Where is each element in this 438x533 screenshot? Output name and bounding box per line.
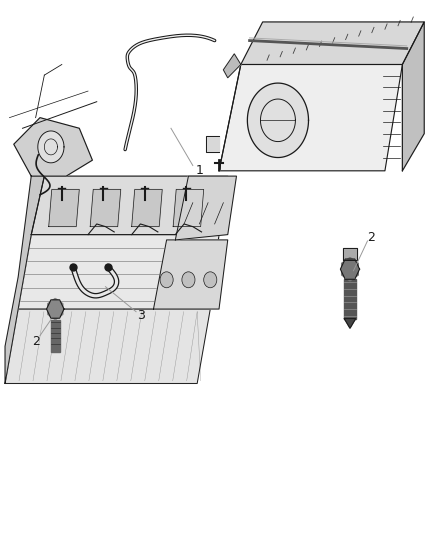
Polygon shape — [173, 189, 204, 227]
Polygon shape — [241, 22, 424, 64]
Polygon shape — [5, 309, 210, 383]
Polygon shape — [55, 304, 63, 314]
Text: 2: 2 — [367, 231, 375, 244]
Polygon shape — [153, 240, 228, 309]
Polygon shape — [350, 269, 358, 281]
Polygon shape — [403, 22, 424, 171]
Polygon shape — [48, 309, 55, 320]
Polygon shape — [18, 235, 219, 309]
Polygon shape — [350, 263, 358, 275]
Polygon shape — [343, 248, 357, 260]
Polygon shape — [342, 263, 350, 275]
Polygon shape — [48, 298, 55, 309]
Text: 3: 3 — [138, 309, 145, 322]
Text: 1: 1 — [195, 164, 203, 177]
Polygon shape — [38, 131, 64, 163]
Polygon shape — [55, 298, 63, 309]
Polygon shape — [206, 136, 219, 152]
Polygon shape — [342, 257, 350, 269]
Polygon shape — [14, 118, 92, 176]
Polygon shape — [51, 320, 60, 352]
Circle shape — [204, 272, 217, 288]
Polygon shape — [31, 176, 228, 235]
Polygon shape — [49, 189, 79, 227]
Polygon shape — [247, 83, 308, 158]
Circle shape — [182, 272, 195, 288]
Text: 2: 2 — [32, 335, 39, 349]
Polygon shape — [175, 176, 237, 240]
Polygon shape — [219, 64, 403, 171]
Polygon shape — [350, 257, 358, 269]
Polygon shape — [342, 269, 350, 281]
Polygon shape — [344, 279, 356, 319]
Polygon shape — [55, 309, 63, 320]
Polygon shape — [344, 319, 356, 328]
Polygon shape — [5, 176, 44, 383]
Polygon shape — [132, 189, 162, 227]
Polygon shape — [223, 54, 241, 78]
Circle shape — [160, 272, 173, 288]
Polygon shape — [48, 304, 55, 314]
Polygon shape — [90, 189, 121, 227]
